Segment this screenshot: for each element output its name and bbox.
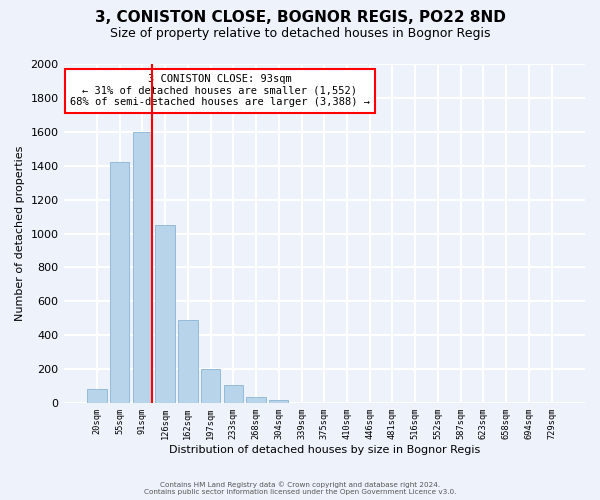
Bar [247, 396, 266, 403]
X-axis label: Distribution of detached houses by size in Bognor Regis: Distribution of detached houses by size … [169, 445, 480, 455]
Y-axis label: Number of detached properties: Number of detached properties [15, 146, 25, 321]
Bar [224, 386, 243, 403]
Bar [269, 400, 289, 403]
Bar [178, 320, 197, 403]
Text: 3, CONISTON CLOSE, BOGNOR REGIS, PO22 8ND: 3, CONISTON CLOSE, BOGNOR REGIS, PO22 8N… [95, 10, 505, 25]
Text: 3 CONISTON CLOSE: 93sqm
← 31% of detached houses are smaller (1,552)
68% of semi: 3 CONISTON CLOSE: 93sqm ← 31% of detache… [70, 74, 370, 108]
Bar [110, 162, 130, 403]
Bar [201, 369, 220, 403]
Bar [87, 388, 107, 403]
Text: Size of property relative to detached houses in Bognor Regis: Size of property relative to detached ho… [110, 28, 490, 40]
Bar [155, 225, 175, 403]
Bar [133, 132, 152, 403]
Text: Contains HM Land Registry data © Crown copyright and database right 2024.
Contai: Contains HM Land Registry data © Crown c… [144, 482, 456, 495]
